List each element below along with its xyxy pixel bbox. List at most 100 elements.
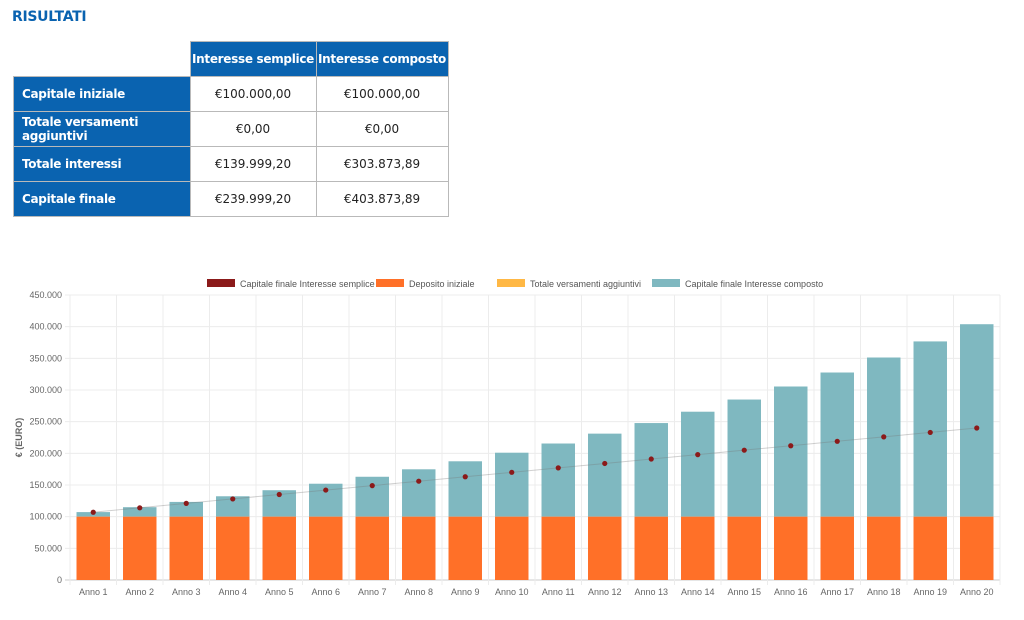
bar-compound-interest xyxy=(216,496,250,517)
y-tick-label: 450.000 xyxy=(29,290,62,300)
legend-label: Capitale finale Interesse semplice xyxy=(240,279,375,289)
column-header-compound: Interesse composto xyxy=(315,41,449,77)
bar-initial-deposit xyxy=(216,516,250,580)
point-simple-interest xyxy=(509,469,515,475)
point-simple-interest xyxy=(183,500,189,506)
point-simple-interest xyxy=(137,505,143,511)
bar-initial-deposit xyxy=(355,516,389,580)
bar-compound-interest xyxy=(681,411,715,517)
point-simple-interest xyxy=(416,478,422,484)
point-simple-interest xyxy=(602,460,608,467)
point-simple-interest xyxy=(323,487,329,493)
point-simple-interest xyxy=(369,483,375,489)
cell-value: €100.000,00 xyxy=(189,76,317,112)
column-header-simple: Interesse semplice xyxy=(189,41,317,77)
x-tick-label: Anno 8 xyxy=(404,587,433,597)
x-tick-label: Anno 6 xyxy=(311,587,340,597)
x-tick-label: Anno 19 xyxy=(913,587,947,597)
point-simple-interest xyxy=(834,438,840,444)
bar-initial-deposit xyxy=(820,516,854,580)
cell-value: €0,00 xyxy=(189,111,317,147)
line-simple-interest xyxy=(93,427,977,513)
cell-value: €303.873,89 xyxy=(315,146,449,182)
point-simple-interest xyxy=(555,465,561,471)
x-tick-label: Anno 3 xyxy=(172,587,201,597)
point-simple-interest xyxy=(276,491,282,498)
bar-initial-deposit xyxy=(913,516,947,580)
cell-value: €239.999,20 xyxy=(189,181,317,217)
point-simple-interest xyxy=(927,429,933,436)
y-tick-label: 150.000 xyxy=(29,480,62,490)
y-tick-label: 400.000 xyxy=(29,322,62,332)
results-table: Interesse semplice Interesse composto Ca… xyxy=(13,41,449,217)
legend-swatch xyxy=(497,279,525,287)
bar-compound-interest xyxy=(727,399,761,517)
y-tick-label: 200.000 xyxy=(29,448,62,458)
bar-initial-deposit xyxy=(960,516,994,580)
legend-swatch xyxy=(207,279,235,287)
y-tick-label: 300.000 xyxy=(29,385,62,395)
y-axis-label: € (EURO) xyxy=(14,418,24,458)
y-tick-label: 250.000 xyxy=(29,417,62,427)
bar-initial-deposit xyxy=(727,516,761,580)
x-tick-label: Anno 2 xyxy=(125,587,154,597)
bar-compound-interest xyxy=(169,501,203,517)
bar-initial-deposit xyxy=(774,516,808,580)
bar-compound-interest xyxy=(402,469,436,517)
y-tick-label: 100.000 xyxy=(29,512,62,522)
x-tick-label: Anno 13 xyxy=(634,587,668,597)
point-simple-interest xyxy=(788,443,794,449)
bar-compound-interest xyxy=(913,341,947,517)
cell-value: €0,00 xyxy=(315,111,449,147)
table-corner xyxy=(14,42,191,77)
x-tick-label: Anno 14 xyxy=(681,587,715,597)
bar-compound-interest xyxy=(355,476,389,517)
bar-initial-deposit xyxy=(448,516,482,580)
bar-compound-interest xyxy=(123,507,157,517)
point-simple-interest xyxy=(974,425,980,431)
table-header-row: Interesse semplice Interesse composto xyxy=(14,41,449,77)
cell-value: €100.000,00 xyxy=(315,76,449,112)
bar-compound-interest xyxy=(774,386,808,517)
bar-compound-interest xyxy=(820,372,854,517)
y-tick-label: 0 xyxy=(57,575,62,585)
x-tick-label: Anno 12 xyxy=(588,587,622,597)
row-label-initial-capital: Capitale iniziale xyxy=(13,76,191,112)
x-tick-label: Anno 20 xyxy=(960,587,994,597)
point-simple-interest xyxy=(648,456,654,462)
cell-value: €139.999,20 xyxy=(189,146,317,182)
bar-initial-deposit xyxy=(495,516,529,580)
point-simple-interest xyxy=(695,452,701,458)
legend-label: Totale versamenti aggiuntivi xyxy=(530,279,641,289)
point-simple-interest xyxy=(881,434,887,440)
table-row: Capitale finale €239.999,20 €403.873,89 xyxy=(13,181,449,217)
row-label-final-capital: Capitale finale xyxy=(13,181,191,217)
x-tick-label: Anno 4 xyxy=(218,587,247,597)
bar-initial-deposit xyxy=(588,516,622,580)
point-simple-interest xyxy=(741,447,747,453)
legend-label: Capitale finale Interesse composto xyxy=(685,279,823,289)
bar-initial-deposit xyxy=(309,516,343,580)
x-tick-label: Anno 16 xyxy=(774,587,808,597)
bar-compound-interest xyxy=(588,433,622,517)
cell-value: €403.873,89 xyxy=(315,181,449,217)
bar-compound-interest xyxy=(448,461,482,517)
x-tick-label: Anno 15 xyxy=(727,587,761,597)
results-title: RISULTATI xyxy=(12,9,87,25)
bar-initial-deposit xyxy=(262,516,296,580)
bar-initial-deposit xyxy=(541,516,575,580)
bar-compound-interest xyxy=(495,452,529,517)
row-label-total-interest: Totale interessi xyxy=(13,146,191,182)
bar-initial-deposit xyxy=(402,516,436,580)
bar-initial-deposit xyxy=(681,516,715,580)
x-tick-label: Anno 18 xyxy=(867,587,901,597)
results-chart: 0 50.000 100.000 150.000 200.000 250.000 300.0… xyxy=(14,279,1001,597)
x-tick-label: Anno 17 xyxy=(820,587,854,597)
y-tick-label: 50.000 xyxy=(34,543,62,553)
x-tick-label: Anno 10 xyxy=(495,587,529,597)
y-tick-label: 350.000 xyxy=(29,353,62,363)
x-tick-label: Anno 1 xyxy=(79,587,108,597)
bar-initial-deposit xyxy=(169,516,203,580)
legend-swatch xyxy=(652,279,680,287)
x-tick-label: Anno 9 xyxy=(451,587,480,597)
